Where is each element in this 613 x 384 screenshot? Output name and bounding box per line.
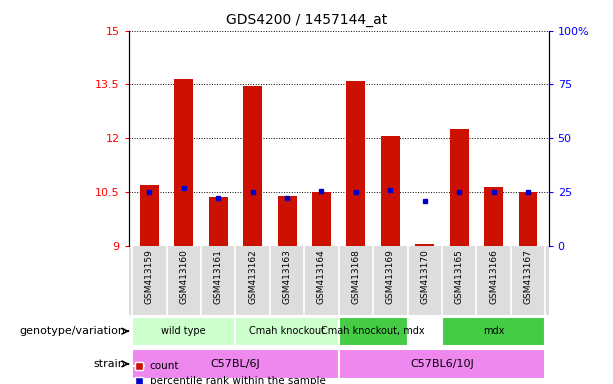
Bar: [243, 86, 262, 246]
Bar: [132, 316, 235, 346]
Text: Cmah knockout: Cmah knockout: [249, 326, 325, 336]
Legend: count, percentile rank within the sample: count, percentile rank within the sample: [134, 361, 326, 384]
Text: GSM413166: GSM413166: [489, 249, 498, 304]
Bar: [278, 195, 297, 246]
Text: GSM413167: GSM413167: [524, 249, 533, 304]
Bar: [174, 79, 193, 246]
Bar: [235, 316, 338, 346]
Bar: [132, 349, 338, 379]
Text: strain: strain: [94, 359, 126, 369]
Text: GSM413170: GSM413170: [421, 249, 429, 304]
Text: GSM413160: GSM413160: [179, 249, 188, 304]
Text: GSM413165: GSM413165: [455, 249, 463, 304]
Text: GSM413162: GSM413162: [248, 249, 257, 304]
Bar: [140, 185, 159, 246]
Text: genotype/variation: genotype/variation: [20, 326, 126, 336]
Bar: [415, 244, 434, 246]
Bar: [209, 197, 227, 246]
Text: GDS4200 / 1457144_at: GDS4200 / 1457144_at: [226, 13, 387, 27]
Bar: [338, 316, 408, 346]
Bar: [346, 81, 365, 246]
Bar: [484, 187, 503, 246]
Bar: [450, 129, 468, 246]
Text: GSM413169: GSM413169: [386, 249, 395, 304]
Text: GSM413164: GSM413164: [317, 249, 326, 304]
Text: wild type: wild type: [161, 326, 206, 336]
Text: mdx: mdx: [483, 326, 504, 336]
Bar: [312, 192, 331, 246]
Text: GSM413163: GSM413163: [283, 249, 292, 304]
Text: GSM413159: GSM413159: [145, 249, 154, 304]
Text: C57BL6/10J: C57BL6/10J: [410, 359, 474, 369]
Text: GSM413168: GSM413168: [351, 249, 360, 304]
Text: GSM413161: GSM413161: [214, 249, 223, 304]
Text: Cmah knockout, mdx: Cmah knockout, mdx: [321, 326, 425, 336]
Bar: [442, 316, 545, 346]
Bar: [381, 136, 400, 246]
Bar: [338, 349, 545, 379]
Text: C57BL/6J: C57BL/6J: [210, 359, 261, 369]
Bar: [519, 192, 538, 246]
